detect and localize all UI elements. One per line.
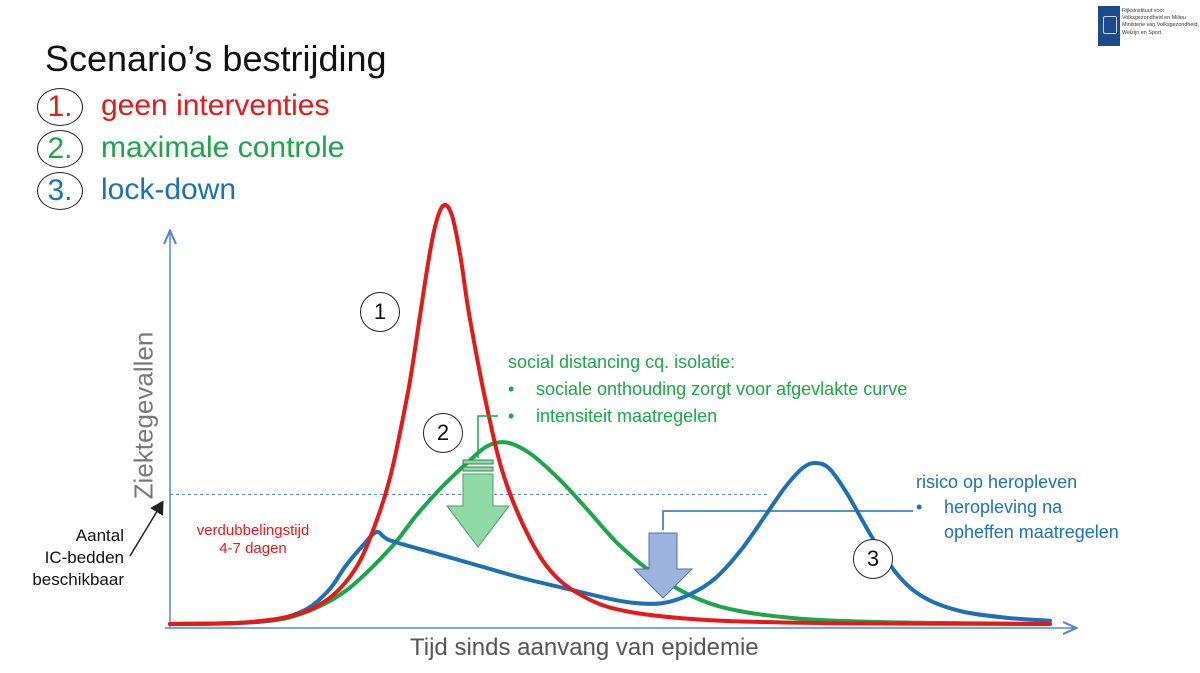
- chart-axes: [129, 232, 1075, 628]
- legend-label-3: lock-down: [101, 173, 237, 206]
- green-arrow-band-1: [462, 459, 494, 465]
- blue-intervention-arrow: [632, 510, 913, 599]
- doubling-line-1: verdubbelingstijd: [196, 522, 310, 539]
- green-arrow-band-2: [462, 466, 494, 472]
- green-arrow-body: [445, 473, 511, 548]
- legend-label-1: geen interventies: [101, 89, 330, 122]
- resurgence-bullet-line-1: heropleving na: [944, 497, 1063, 517]
- capacity-label-line-1: Aantal: [75, 526, 124, 545]
- curve-marker-2: 2: [423, 413, 463, 453]
- resurgence-heading: risico op heropleven: [916, 472, 1078, 492]
- series-line-2: [168, 440, 1052, 626]
- y-axis-label: Ziektegevallen: [128, 331, 159, 500]
- slide-title: Scenario’s bestrijding: [45, 38, 387, 79]
- curve-marker-3: 3: [853, 539, 893, 579]
- resurgence-annotation: risico op heropleven heropleving na ophe…: [916, 470, 1186, 545]
- capacity-pointer-arrow: [129, 500, 164, 557]
- legend-label-2: maximale controle: [101, 131, 345, 164]
- legend-number-2: 2.: [37, 130, 83, 168]
- curve-marker-1: 1: [360, 292, 400, 332]
- x-axis-label: Tijd sinds aanvang van epidemie: [410, 634, 759, 661]
- resurgence-bullet-line-2: opheffen maatregelen: [944, 522, 1119, 542]
- green-connector-line: [477, 415, 498, 458]
- blue-arrow-body: [632, 532, 694, 599]
- government-logo: [1098, 6, 1120, 46]
- capacity-label: Aantal IC-bedden beschikbaar: [4, 525, 124, 591]
- capacity-label-line-2: IC-bedden: [44, 548, 124, 567]
- distancing-bullet-2: intensiteit maatregelen: [508, 403, 988, 430]
- legend-number-3: 3.: [37, 172, 83, 210]
- doubling-line-2: 4-7 dagen: [219, 540, 287, 557]
- logo-text: Rijksinstituut voor Volksgezondheid en M…: [1122, 8, 1200, 36]
- resurgence-bullet: heropleving na opheffen maatregelen: [916, 495, 1186, 545]
- blue-connector-line: [662, 510, 913, 530]
- capacity-label-line-3: beschikbaar: [32, 570, 124, 589]
- green-intervention-arrow: [445, 415, 511, 548]
- distancing-bullet-1: sociale onthouding zorgt voor afgevlakte…: [508, 376, 988, 403]
- doubling-annotation: verdubbelingstijd 4-7 dagen: [173, 522, 333, 558]
- distancing-annotation: social distancing cq. isolatie: sociale …: [508, 349, 988, 430]
- legend-number-1: 1.: [37, 88, 83, 126]
- series-line-1: [168, 203, 1052, 626]
- crown-crest-icon: [1103, 16, 1117, 34]
- distancing-heading: social distancing cq. isolatie:: [508, 352, 736, 372]
